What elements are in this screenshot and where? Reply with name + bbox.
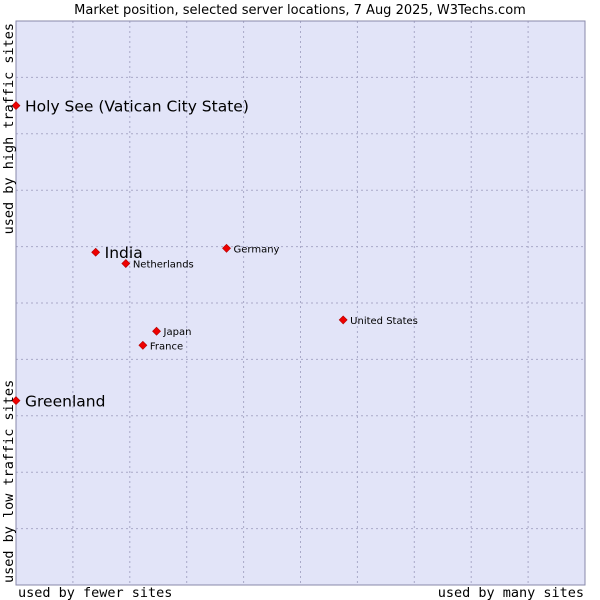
x-axis-label-left: used by fewer sites	[18, 585, 172, 600]
data-point-marker	[138, 340, 148, 350]
data-point-label: Germany	[234, 244, 280, 255]
plot-frame	[15, 20, 586, 586]
data-point-label: Holy See (Vatican City State)	[25, 98, 249, 116]
data-point-marker	[11, 101, 21, 111]
data-point-label: Japan	[163, 327, 192, 338]
data-point-marker	[152, 326, 161, 336]
data-point-label: India	[105, 244, 143, 262]
x-axis-label-right: used by many sites	[438, 585, 584, 600]
data-point-marker	[91, 247, 101, 257]
y-axis-label-bottom: used by low traffic sites	[1, 380, 17, 583]
grid-lines	[16, 21, 585, 585]
data-point-marker	[222, 243, 231, 253]
data-point-label: United States	[350, 316, 418, 327]
data-point-marker	[11, 396, 21, 405]
data-point-marker	[338, 315, 348, 325]
chart-title: Market position, selected server locatio…	[74, 3, 526, 18]
data-point-marker	[121, 259, 131, 268]
data-point-label: Netherlands	[133, 260, 194, 271]
y-axis-label-top: used by high traffic sites	[1, 23, 17, 234]
data-point-label: Greenland	[25, 393, 105, 411]
data-point-label: France	[150, 341, 183, 352]
data-points: Holy See (Vatican City State) IndiaNether…	[11, 98, 418, 411]
